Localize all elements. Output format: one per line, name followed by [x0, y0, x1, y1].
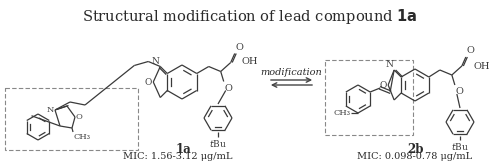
Text: N: N: [152, 57, 160, 66]
Text: Structural modification of lead compound $\mathbf{1a}$: Structural modification of lead compound…: [82, 7, 418, 26]
Text: CH₃: CH₃: [333, 109, 350, 117]
Text: N: N: [46, 106, 54, 114]
Bar: [5, 88, 138, 150]
Bar: [325, 60, 413, 135]
Text: O: O: [236, 43, 244, 52]
Text: O: O: [224, 84, 232, 93]
Text: OH: OH: [242, 57, 258, 66]
Text: N: N: [386, 60, 393, 69]
Text: O: O: [467, 46, 474, 55]
Text: O: O: [145, 77, 152, 86]
Text: OH: OH: [474, 62, 490, 71]
Text: O: O: [76, 113, 83, 121]
Text: MIC: 0.098-0.78 μg/mL: MIC: 0.098-0.78 μg/mL: [358, 152, 472, 161]
Text: $t$Bu: $t$Bu: [451, 141, 469, 152]
Text: 1a: 1a: [175, 143, 191, 156]
Text: MIC: 1.56-3.12 μg/mL: MIC: 1.56-3.12 μg/mL: [123, 152, 233, 161]
Text: O: O: [380, 80, 387, 90]
Text: $t$Bu: $t$Bu: [209, 138, 227, 149]
Text: CH₃: CH₃: [74, 133, 91, 141]
Text: modification: modification: [260, 68, 322, 77]
Text: O: O: [456, 87, 464, 96]
Text: 2b: 2b: [407, 143, 423, 156]
